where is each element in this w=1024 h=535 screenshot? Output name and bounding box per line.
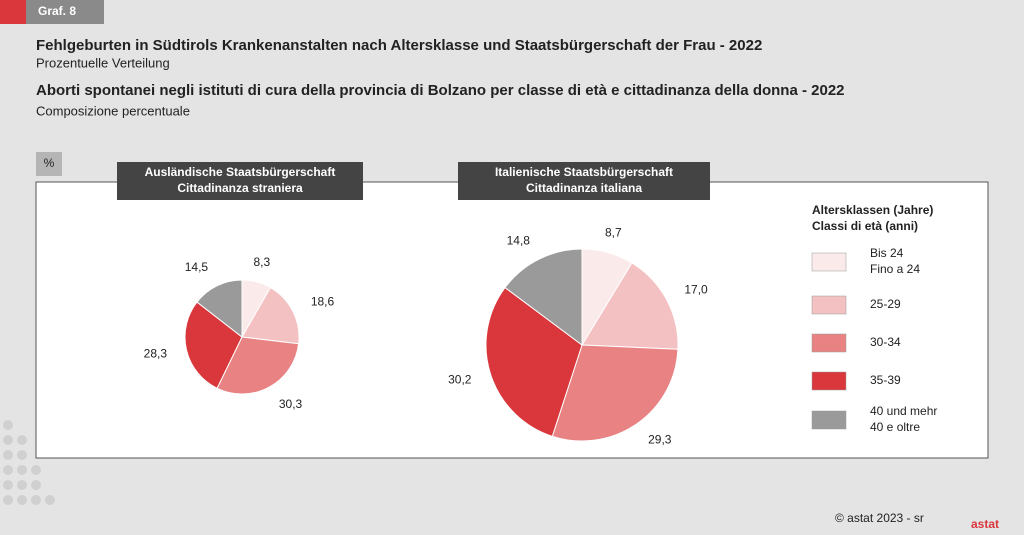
pie-slice: [241, 286, 300, 345]
legend-label: Bis 24: [870, 246, 904, 260]
title-de: Fehlgeburten in Südtirols Krankenanstalt…: [36, 37, 762, 54]
legend-label: 30-34: [870, 335, 901, 349]
chart-title: Cittadinanza straniera: [177, 181, 303, 195]
chart-title: Ausländische Staatsbürgerschaft: [145, 165, 336, 179]
data-label: 14,5: [185, 260, 209, 274]
data-label: 30,3: [279, 397, 303, 411]
chart-title: Cittadinanza italiana: [526, 181, 642, 195]
badge-accent: [0, 0, 26, 24]
pie-slice: [504, 248, 583, 346]
chart-title-box: [117, 162, 363, 200]
legend-swatch: [811, 252, 847, 272]
unit-box: [36, 152, 62, 176]
badge: Graf. 8: [38, 4, 76, 18]
pie-slice: [196, 279, 243, 339]
data-label: 8,7: [605, 225, 622, 239]
decoration: [3, 420, 55, 505]
legend-label: Fino a 24: [870, 262, 920, 276]
logo: astat: [971, 517, 999, 531]
footer: © astat 2023 - sr: [835, 511, 924, 525]
pie-slice: [581, 262, 679, 350]
legend-label: 40 und mehr: [870, 404, 937, 418]
title-it: Aborti spontanei negli istituti di cura …: [36, 82, 845, 99]
chart-title: Italienische Staatsbürgerschaft: [495, 165, 673, 179]
legend-label: 25-29: [870, 297, 901, 311]
legend-label: 40 e oltre: [870, 420, 920, 434]
subtitle-de: Prozentuelle Verteilung: [36, 55, 170, 70]
pie-slice: [551, 344, 679, 442]
legend-swatch: [811, 410, 847, 430]
legend-swatch: [811, 333, 847, 353]
data-label: 29,3: [648, 432, 672, 446]
legend-label: 35-39: [870, 373, 901, 387]
subtitle-it: Composizione percentuale: [36, 103, 190, 118]
legend-title: Altersklassen (Jahre): [812, 203, 933, 217]
pie-slice: [216, 336, 300, 395]
legend-title: Classi di età (anni): [812, 219, 918, 233]
pie-slice: [485, 286, 583, 437]
legend-swatch: [811, 371, 847, 391]
data-label: 17,0: [684, 283, 708, 297]
chart-title-box: [458, 162, 710, 200]
badge-box: [26, 0, 104, 24]
data-label: 8,3: [254, 255, 271, 269]
legend-swatch: [811, 295, 847, 315]
data-label: 28,3: [144, 347, 168, 361]
pie-slice: [184, 301, 243, 389]
data-label: 14,8: [507, 233, 531, 247]
data-label: 30,2: [448, 372, 472, 386]
unit: %: [44, 156, 55, 170]
data-label: 18,6: [311, 295, 335, 309]
